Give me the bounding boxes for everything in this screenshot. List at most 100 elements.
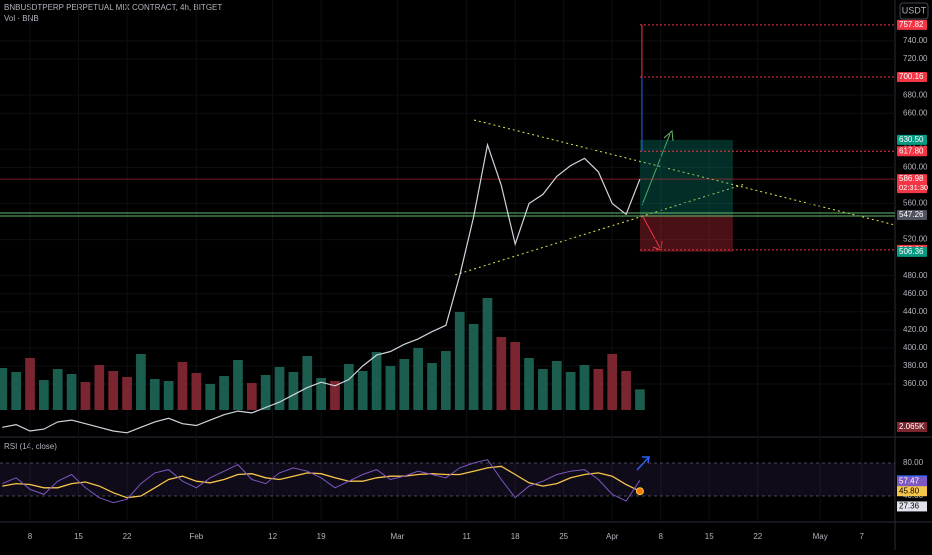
price-label-bg	[897, 134, 927, 145]
price-label: 617.80	[899, 146, 924, 155]
volume-bar	[427, 363, 437, 410]
volume-bar	[108, 371, 119, 410]
loss-zone	[639, 214, 733, 252]
volume-bar	[163, 381, 174, 410]
y-tick-label: 600.00	[903, 162, 928, 171]
x-tick-label: 15	[74, 532, 83, 541]
y-tick-label: 360.00	[903, 379, 928, 388]
arrow-head	[663, 129, 674, 142]
volume-bar	[454, 312, 465, 410]
volume-bar	[302, 356, 313, 410]
volume-bar	[316, 378, 326, 410]
rsi-ma-line	[2, 465, 641, 499]
y-tick-label: 440.00	[903, 307, 928, 316]
x-tick-label: 8	[28, 532, 33, 541]
volume-bar	[482, 298, 493, 410]
volume-bar	[413, 348, 423, 410]
volume-bar	[538, 369, 548, 410]
price-label-bg	[897, 174, 927, 194]
volume-bar	[288, 372, 299, 410]
volume-bar	[39, 380, 49, 410]
volume-title: Vol · BNB	[4, 14, 39, 23]
y-tick-label: 660.00	[903, 108, 928, 117]
price-label: 757.82	[899, 20, 924, 29]
rsi-ma-marker	[635, 487, 644, 496]
profit-zone	[639, 139, 733, 215]
volume-bar	[593, 369, 604, 410]
volume-bar	[274, 367, 285, 410]
x-tick-label: Mar	[390, 532, 404, 541]
volume-bar	[219, 376, 229, 410]
volume-bar	[11, 372, 22, 410]
price-label: 506.36	[899, 247, 924, 256]
volume-bar	[205, 384, 216, 410]
rsi-label-bg	[897, 476, 927, 487]
volume-bar	[607, 354, 618, 410]
volume-bar	[399, 359, 410, 410]
volume-bar	[149, 379, 160, 410]
currency-box[interactable]	[899, 2, 929, 20]
price-label: 547.26	[899, 210, 924, 219]
volume-bar	[524, 358, 534, 410]
volume-bar	[621, 371, 631, 410]
volume-bar	[136, 354, 146, 410]
price-label: 630.50	[899, 135, 924, 144]
volume-bar	[246, 383, 257, 410]
x-tick-label: 8	[659, 532, 664, 541]
arrow-up	[641, 133, 671, 206]
volume-bar	[191, 373, 202, 410]
y-tick-label: 400.00	[903, 343, 928, 352]
volume-bar	[94, 365, 105, 410]
rsi-title: RSI (14, close)	[4, 442, 57, 451]
rsi-arrow	[636, 456, 650, 471]
volume-bar	[468, 324, 479, 410]
volume-bar	[385, 366, 396, 410]
rsi-label: 27.36	[899, 502, 920, 511]
rsi-label-bg	[897, 486, 927, 497]
y-tick-label: 740.00	[903, 36, 928, 45]
y-tick-label: 380.00	[903, 361, 928, 370]
x-tick-label: 22	[753, 532, 762, 541]
y-tick-label: 460.00	[903, 289, 928, 298]
y-tick-label: 480.00	[903, 271, 928, 280]
trendline	[473, 119, 896, 226]
rsi-label: 45.80	[899, 486, 920, 495]
volume-bar	[551, 361, 562, 410]
volume-bar	[122, 377, 132, 410]
volume-bar	[330, 381, 340, 410]
volume-bar	[371, 352, 382, 410]
volume-bar	[579, 365, 590, 410]
x-tick-label: 15	[705, 532, 714, 541]
price-label-bg	[897, 19, 927, 30]
y-tick-label: 520.00	[903, 235, 928, 244]
y-tick-label: 560.00	[903, 199, 928, 208]
x-tick-label: Feb	[189, 532, 203, 541]
volume-bar	[52, 369, 63, 410]
currency[interactable]: USDT	[902, 5, 927, 15]
price-label-bg	[897, 209, 927, 220]
x-tick-label: 19	[317, 532, 326, 541]
volume-bar	[80, 382, 91, 410]
rsi-label: 57.47	[899, 477, 920, 486]
volume-label: 2.065K	[899, 422, 925, 431]
volume-bar	[177, 362, 188, 410]
x-tick-label: 25	[559, 532, 568, 541]
x-tick-label: 12	[268, 532, 277, 541]
volume-bar	[510, 342, 521, 410]
rsi-tick-label: 80.00	[903, 458, 924, 467]
volume-bar	[357, 371, 368, 410]
trendline	[454, 183, 746, 276]
volume-bar	[441, 351, 451, 410]
volume-bar	[233, 360, 243, 410]
volume-bar	[496, 337, 507, 410]
x-tick-label: May	[813, 532, 828, 541]
x-tick-label: 11	[463, 532, 472, 541]
x-tick-label: 22	[123, 532, 132, 541]
y-tick-label: 720.00	[903, 54, 928, 63]
x-tick-label: 7	[860, 532, 865, 541]
rsi-label-bg	[897, 501, 927, 512]
volume-bar	[635, 389, 645, 410]
arrow-down	[641, 214, 661, 249]
x-tick-label: 18	[511, 532, 520, 541]
